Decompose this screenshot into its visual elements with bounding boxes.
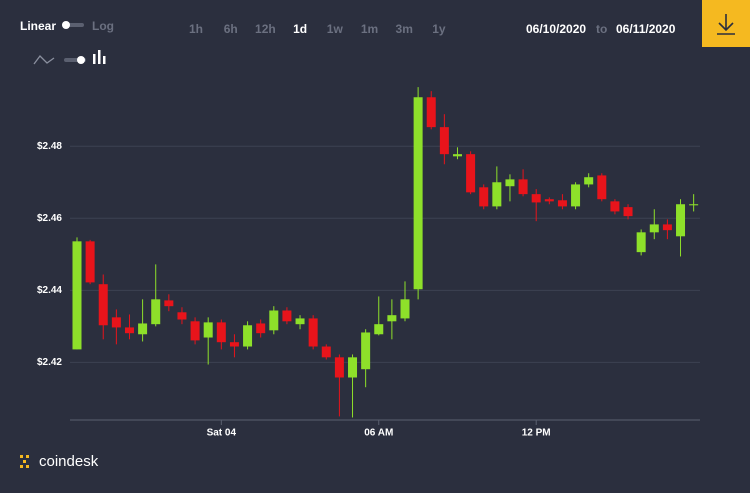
chart-toggle-knob[interactable] <box>77 56 85 64</box>
candle-body <box>439 127 449 155</box>
download-icon[interactable] <box>717 14 735 35</box>
candle-body <box>676 204 686 237</box>
logo-dot <box>23 460 26 463</box>
icon-bar[interactable] <box>103 56 106 64</box>
candle-body <box>190 321 200 341</box>
scale-toggle-knob[interactable] <box>62 21 70 29</box>
candle-body <box>452 154 462 157</box>
date-to[interactable]: 06/11/2020 <box>616 22 676 36</box>
line-chart-icon[interactable] <box>33 55 55 65</box>
candle-body <box>531 194 541 203</box>
candle-body <box>413 97 423 290</box>
candle-body <box>689 204 699 206</box>
y-tick-label: $2.48 <box>37 141 62 152</box>
candle-body <box>151 299 161 325</box>
candle-body <box>505 179 515 187</box>
candle-body <box>623 207 633 217</box>
candle-body <box>308 318 318 347</box>
y-tick-label: $2.42 <box>37 357 62 368</box>
brand-logo <box>20 455 29 468</box>
icon-bar[interactable] <box>98 50 101 64</box>
candle-body <box>348 357 358 378</box>
candle-body <box>203 322 213 338</box>
candle-body <box>479 187 489 207</box>
x-tick-label: 12 PM <box>522 428 551 439</box>
candle-body <box>361 332 371 370</box>
candle-body <box>400 299 410 319</box>
y-tick-label: $2.44 <box>37 285 62 296</box>
range-button[interactable]: 1d <box>293 22 307 36</box>
candle-body <box>636 232 646 253</box>
range-button[interactable]: 1h <box>189 22 203 36</box>
candle-body <box>557 200 567 207</box>
candle-body <box>111 317 121 328</box>
candle-body <box>662 224 672 231</box>
candle-body <box>177 312 187 320</box>
candle-body <box>466 154 476 193</box>
candle-body <box>597 175 607 200</box>
scale-linear[interactable]: Linear <box>20 19 56 33</box>
brand-name: coindesk <box>39 453 99 470</box>
candle-body <box>649 224 659 233</box>
candle-body <box>98 284 108 326</box>
candle-body <box>584 177 594 185</box>
candle-body <box>85 241 95 283</box>
candle-body <box>518 179 528 195</box>
candle-body <box>256 323 266 334</box>
download-button[interactable] <box>702 0 750 47</box>
candle-body <box>164 300 174 307</box>
range-button[interactable]: 1m <box>361 22 378 36</box>
scale-log[interactable]: Log <box>92 19 114 33</box>
candle-body <box>492 182 502 207</box>
candle-body <box>138 323 148 335</box>
candle-body <box>334 357 344 378</box>
candle-body <box>571 184 581 207</box>
candle-body <box>282 310 292 322</box>
date-from[interactable]: 06/10/2020 <box>526 22 586 36</box>
candle-chart-icon[interactable] <box>93 50 106 64</box>
y-tick-label: $2.46 <box>37 213 62 224</box>
logo-dot <box>20 465 23 468</box>
range-button[interactable]: 12h <box>255 22 276 36</box>
candle-body <box>426 97 436 128</box>
x-tick-label: 06 AM <box>364 428 393 439</box>
candle-body <box>295 318 305 325</box>
candle-body <box>544 199 554 202</box>
candle-body <box>229 342 239 347</box>
range-button[interactable]: 1w <box>327 22 344 36</box>
candle-body <box>374 324 384 335</box>
candle-body <box>269 310 279 331</box>
range-button[interactable]: 1y <box>432 22 446 36</box>
icon-bar[interactable] <box>93 54 96 64</box>
candle-body <box>72 241 82 350</box>
candle-body <box>321 346 331 358</box>
x-tick-label: Sat 04 <box>207 428 237 439</box>
logo-dot <box>26 455 29 458</box>
range-button[interactable]: 6h <box>224 22 238 36</box>
candle-body <box>216 322 226 343</box>
range-button[interactable]: 3m <box>396 22 413 36</box>
candle-body <box>243 325 253 347</box>
candle-body <box>124 327 134 334</box>
candle-body <box>387 315 397 322</box>
date-separator: to <box>596 22 607 36</box>
candle-body <box>610 201 620 212</box>
logo-dot <box>20 455 23 458</box>
logo-dot <box>26 465 29 468</box>
